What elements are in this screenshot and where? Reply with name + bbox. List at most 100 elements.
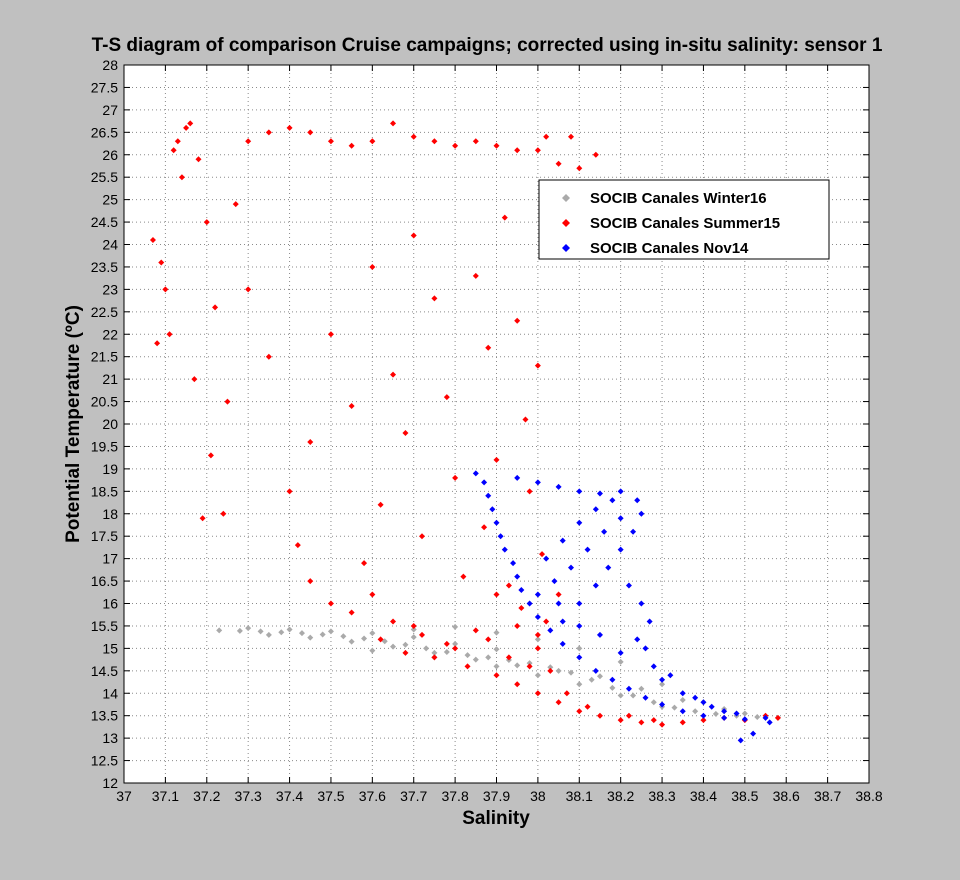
x-tick-label: 37.7 xyxy=(400,788,427,804)
data-point xyxy=(410,626,417,633)
data-point xyxy=(443,394,450,401)
data-point xyxy=(307,438,314,445)
x-tick-label: 38.3 xyxy=(648,788,675,804)
data-point xyxy=(617,515,624,522)
data-point xyxy=(390,120,397,127)
data-point xyxy=(472,138,479,145)
x-tick-label: 37.5 xyxy=(317,788,344,804)
data-point xyxy=(348,142,355,149)
data-point xyxy=(307,578,314,585)
data-point xyxy=(443,640,450,647)
y-tick-label: 16.5 xyxy=(91,573,118,589)
data-point xyxy=(692,694,699,701)
data-point xyxy=(348,403,355,410)
data-point xyxy=(410,622,417,629)
x-tick-label: 37 xyxy=(116,788,132,804)
data-point xyxy=(510,560,517,567)
data-point xyxy=(481,524,488,531)
data-point xyxy=(609,497,616,504)
data-point xyxy=(576,165,583,172)
data-point xyxy=(327,331,334,338)
data-point xyxy=(576,600,583,607)
data-point xyxy=(191,376,198,383)
data-point xyxy=(402,429,409,436)
data-point xyxy=(493,519,500,526)
data-point xyxy=(236,627,243,634)
data-point xyxy=(195,156,202,163)
x-tick-label: 38.2 xyxy=(607,788,634,804)
data-point xyxy=(327,628,334,635)
data-point xyxy=(286,626,293,633)
data-point xyxy=(543,618,550,625)
data-point xyxy=(700,699,707,706)
data-point xyxy=(402,641,409,648)
data-point xyxy=(452,623,459,630)
data-point xyxy=(485,492,492,499)
data-point xyxy=(625,582,632,589)
data-point xyxy=(514,622,521,629)
data-point xyxy=(539,551,546,558)
x-tick-label: 38 xyxy=(530,788,546,804)
data-point xyxy=(431,654,438,661)
data-point xyxy=(576,645,583,652)
data-point xyxy=(522,416,529,423)
data-point xyxy=(692,708,699,715)
data-point xyxy=(294,542,301,549)
data-point xyxy=(741,710,748,717)
data-point xyxy=(369,591,376,598)
data-point xyxy=(348,609,355,616)
data-point xyxy=(638,685,645,692)
y-tick-label: 24.5 xyxy=(91,214,118,230)
data-point xyxy=(576,488,583,495)
data-point xyxy=(592,667,599,674)
data-point xyxy=(563,690,570,697)
data-point xyxy=(526,660,533,667)
data-point xyxy=(501,214,508,221)
data-point xyxy=(187,120,194,127)
y-tick-label: 22.5 xyxy=(91,304,118,320)
data-point xyxy=(207,452,214,459)
data-point xyxy=(659,681,666,688)
data-point xyxy=(232,201,239,208)
data-point xyxy=(493,456,500,463)
data-point xyxy=(493,663,500,670)
data-point xyxy=(485,654,492,661)
data-point xyxy=(286,124,293,131)
y-tick-label: 14.5 xyxy=(91,663,118,679)
data-point xyxy=(369,630,376,637)
x-tick-label: 37.1 xyxy=(152,788,179,804)
data-point xyxy=(485,344,492,351)
data-point xyxy=(559,618,566,625)
series-layer xyxy=(149,120,781,744)
data-point xyxy=(708,703,715,710)
data-point xyxy=(534,591,541,598)
data-point xyxy=(319,631,326,638)
data-point xyxy=(762,714,769,721)
data-point xyxy=(659,701,666,708)
tick-marks xyxy=(123,64,870,784)
data-point xyxy=(245,625,252,632)
legend-label: SOCIB Canales Nov14 xyxy=(590,240,749,257)
data-point xyxy=(526,663,533,670)
y-tick-label: 12.5 xyxy=(91,753,118,769)
data-point xyxy=(592,506,599,513)
y-tick-label: 21 xyxy=(102,371,118,387)
data-point xyxy=(377,636,384,643)
y-tick-label: 28 xyxy=(102,57,118,73)
data-point xyxy=(559,537,566,544)
data-point xyxy=(278,629,285,636)
legend-label: SOCIB Canales Summer15 xyxy=(590,215,780,232)
data-point xyxy=(568,564,574,571)
data-point xyxy=(671,704,678,711)
data-point xyxy=(679,696,686,703)
y-tick-label: 23 xyxy=(102,281,118,297)
x-tick-label: 37.8 xyxy=(441,788,468,804)
data-point xyxy=(452,142,459,149)
data-point xyxy=(472,272,479,279)
data-point xyxy=(617,658,624,665)
data-point xyxy=(464,652,471,659)
data-point xyxy=(493,672,500,679)
data-point xyxy=(203,219,210,226)
y-tick-label: 17 xyxy=(102,551,118,567)
y-tick-label: 25 xyxy=(102,192,118,208)
